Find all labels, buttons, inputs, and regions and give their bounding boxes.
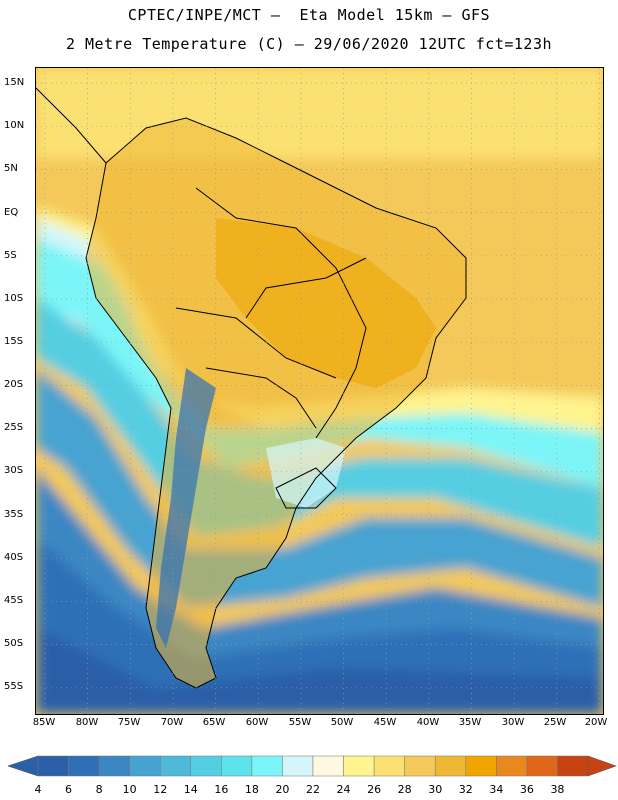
- colorbar-cell: [496, 755, 528, 777]
- colorbar-cell: [37, 755, 69, 777]
- colorbar-label: 22: [306, 783, 320, 796]
- colorbar-cell: [465, 755, 497, 777]
- lat-label: 15N: [4, 77, 25, 88]
- colorbar-label: 4: [34, 783, 42, 796]
- colorbar-cell: [190, 755, 222, 777]
- lon-label: 75W: [117, 717, 141, 728]
- colorbar: [8, 755, 617, 777]
- colorbar-cell: [221, 755, 253, 777]
- lon-label: 80W: [75, 717, 99, 728]
- lat-label: 55S: [4, 681, 24, 692]
- map-canvas: [36, 68, 603, 714]
- lat-label: 5S: [4, 250, 17, 261]
- colorbar-label: 16: [214, 783, 229, 796]
- colorbar-cell: [129, 755, 161, 777]
- lon-label: 85W: [32, 717, 56, 728]
- colorbar-label: 30: [428, 783, 443, 796]
- colorbar-label: 18: [244, 783, 259, 796]
- lon-label: 30W: [501, 717, 525, 728]
- colorbar-cell: [404, 755, 436, 777]
- colorbar-label: 14: [183, 783, 198, 796]
- colorbar-arrow-left: [8, 755, 39, 777]
- lon-label: 45W: [373, 717, 397, 728]
- lon-label: 50W: [330, 717, 354, 728]
- lat-label: 5N: [4, 163, 18, 174]
- colorbar-cell: [251, 755, 283, 777]
- colorbar-label: 38: [550, 783, 565, 796]
- lat-label: 50S: [4, 638, 24, 649]
- temperature-map: [35, 67, 604, 715]
- colorbar-label: 10: [122, 783, 137, 796]
- colorbar-label: 36: [519, 783, 534, 796]
- colorbar-label: 20: [275, 783, 290, 796]
- lon-label: 70W: [160, 717, 184, 728]
- lon-label: 55W: [288, 717, 312, 728]
- colorbar-label: 12: [153, 783, 168, 796]
- lon-label: 65W: [202, 717, 226, 728]
- colorbar-cell: [373, 755, 405, 777]
- colorbar-cell: [159, 755, 192, 777]
- colorbar-cells: [8, 755, 617, 777]
- lat-label: 45S: [4, 595, 24, 606]
- lat-label: EQ: [4, 207, 19, 218]
- lat-label: 15S: [4, 336, 24, 347]
- map-subtitle: 2 Metre Temperature (C) – 29/06/2020 12U…: [65, 35, 553, 53]
- colorbar-label: 32: [458, 783, 473, 796]
- colorbar-label: 8: [95, 783, 103, 796]
- map-title: CPTEC/INPE/MCT – Eta Model 15km – GFS: [127, 6, 491, 24]
- lat-label: 40S: [4, 552, 24, 563]
- lat-label: 10N: [4, 120, 25, 131]
- lon-label: 35W: [458, 717, 482, 728]
- lon-label: 40W: [416, 717, 440, 728]
- colorbar-label: 6: [65, 783, 73, 796]
- lon-label: 20W: [584, 717, 608, 728]
- colorbar-cell: [312, 755, 344, 777]
- lon-label: 25W: [543, 717, 567, 728]
- colorbar-cell: [557, 755, 589, 777]
- colorbar-cell: [98, 755, 130, 777]
- coastline: [36, 87, 467, 689]
- lat-label: 10S: [4, 293, 24, 304]
- colorbar-cell: [526, 755, 558, 777]
- colorbar-label: 26: [367, 783, 382, 796]
- colorbar-cell: [434, 755, 467, 777]
- colorbar-cell: [343, 755, 375, 777]
- lat-label: 25S: [4, 422, 24, 433]
- colorbar-label: 34: [489, 783, 504, 796]
- lat-label: 35S: [4, 509, 24, 520]
- south-america-land: [86, 118, 466, 688]
- lat-label: 20S: [4, 379, 24, 390]
- colorbar-label: 28: [397, 783, 412, 796]
- colorbar-label: 24: [336, 783, 351, 796]
- colorbar-cell: [68, 755, 100, 777]
- lat-label: 30S: [4, 465, 24, 476]
- colorbar-arrow-right: [587, 755, 617, 777]
- colorbar-cell: [282, 755, 314, 777]
- lon-label: 60W: [245, 717, 269, 728]
